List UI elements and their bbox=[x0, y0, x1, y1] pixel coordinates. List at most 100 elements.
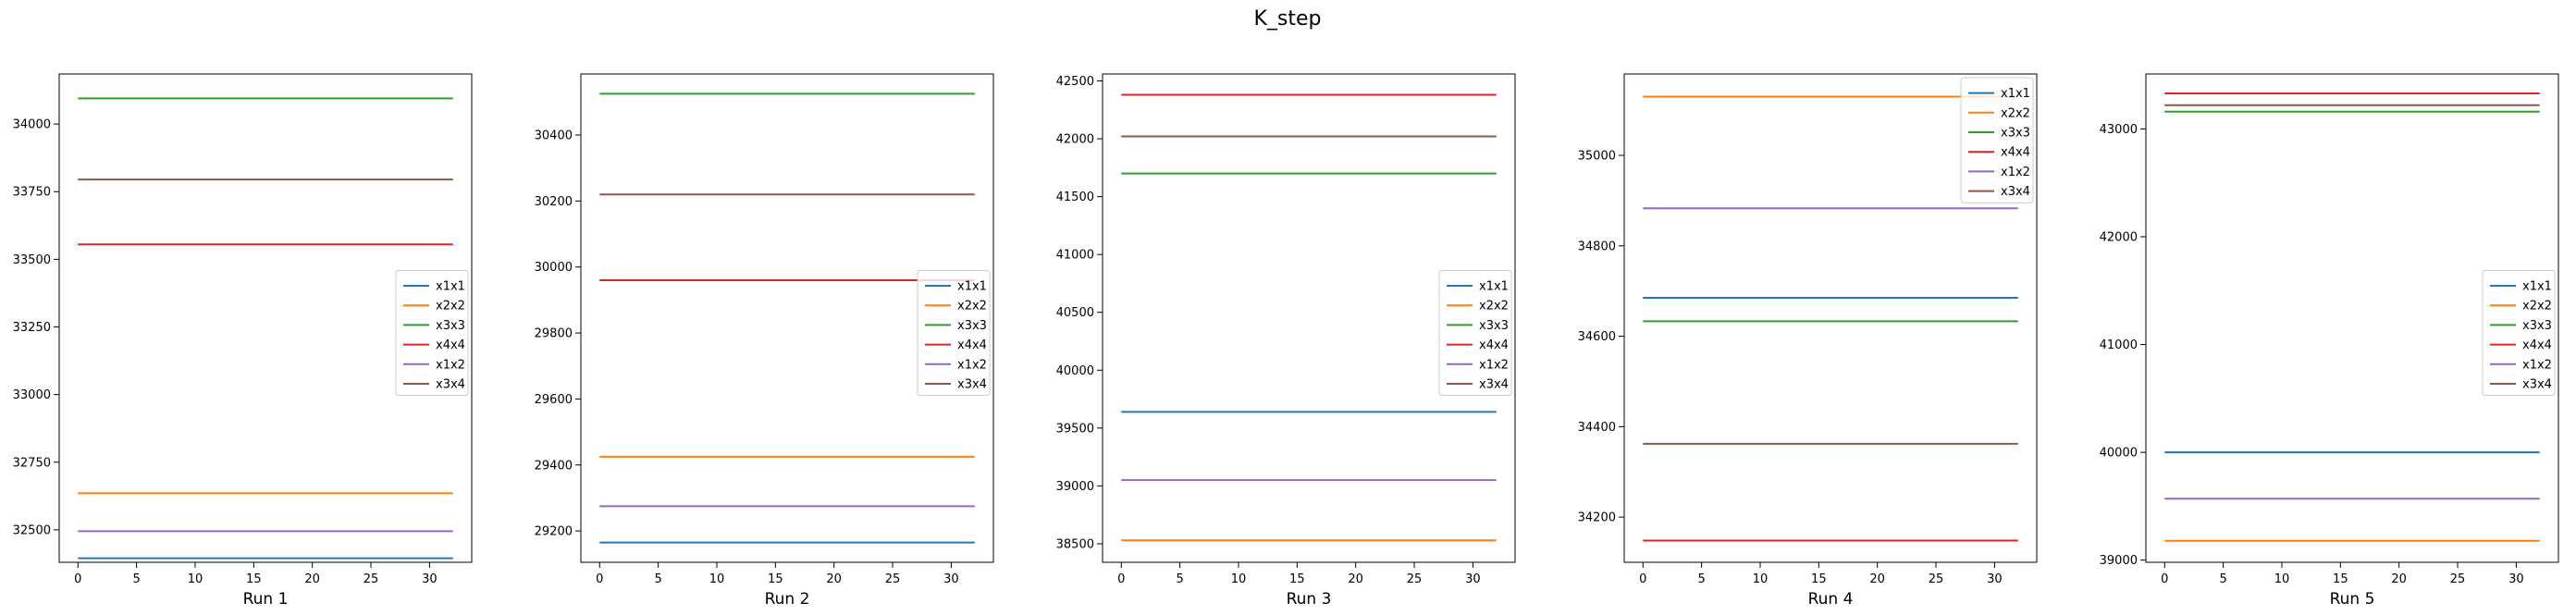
legend-label-x1x2: x1x2 bbox=[2001, 166, 2030, 179]
y-tick-label: 39500 bbox=[1056, 422, 1094, 436]
legend-label-x3x3: x3x3 bbox=[2522, 319, 2552, 333]
legend-label-x4x4: x4x4 bbox=[957, 338, 987, 352]
legend-label-x3x3: x3x3 bbox=[957, 319, 987, 333]
x-tick-label: 0 bbox=[1117, 572, 1125, 586]
x-tick-label: 20 bbox=[826, 572, 842, 586]
legend-label-x3x4: x3x4 bbox=[2522, 378, 2552, 392]
x-axis-label: Run 2 bbox=[765, 590, 810, 609]
legend: x1x1 x2x2 x3x3 x4x4 x1x2 x3x4 bbox=[917, 269, 991, 397]
legend-label-x1x2: x1x2 bbox=[1479, 358, 1509, 372]
y-tick-label: 35000 bbox=[1578, 150, 1616, 164]
x-tick-label: 30 bbox=[943, 572, 959, 586]
y-tick-label: 42000 bbox=[2100, 231, 2138, 245]
legend-label-x1x1: x1x1 bbox=[436, 280, 465, 294]
x-tick-label: 5 bbox=[1176, 572, 1183, 586]
x-tick-label: 30 bbox=[1987, 572, 2003, 586]
legend-label-x2x2: x2x2 bbox=[957, 300, 987, 314]
legend: x1x1 x2x2 x3x3 x4x4 x1x2 x3x4 bbox=[395, 269, 469, 397]
legend: x1x1 x2x2 x3x3 x4x4 x1x2 x3x4 bbox=[1960, 77, 2034, 203]
x-tick-label: 10 bbox=[188, 572, 203, 586]
y-tick-label: 34600 bbox=[1578, 330, 1616, 344]
x-tick-label: 20 bbox=[1348, 572, 1363, 586]
y-tick-label: 33750 bbox=[13, 186, 51, 200]
legend-label-x3x4: x3x4 bbox=[957, 378, 987, 392]
x-tick-label: 30 bbox=[2508, 572, 2524, 586]
legend-label-x1x2: x1x2 bbox=[436, 358, 465, 372]
legend-label-x3x4: x3x4 bbox=[1479, 378, 1509, 392]
x-axis-label: Run 4 bbox=[1808, 590, 1854, 609]
axes-frame bbox=[580, 73, 994, 563]
legend-label-x1x1: x1x1 bbox=[1479, 280, 1509, 294]
x-tick-label: 5 bbox=[2219, 572, 2226, 586]
axes-frame bbox=[1623, 73, 2038, 563]
y-tick-label: 42500 bbox=[1056, 75, 1094, 89]
x-tick-label: 25 bbox=[1929, 572, 1944, 586]
axes-frame bbox=[58, 73, 473, 563]
y-tick-label: 43000 bbox=[2100, 123, 2138, 137]
subplots: 0 5 10 15 20 25 30 32500 32750 33000 33250 33500 337… bbox=[13, 73, 2559, 609]
y-tick-label: 29600 bbox=[535, 393, 573, 407]
x-tick-label: 10 bbox=[1231, 572, 1247, 586]
y-tick-label: 30000 bbox=[535, 261, 573, 275]
y-tick-label: 41000 bbox=[2100, 338, 2138, 352]
subplot-3: 0 5 10 15 20 25 30 38500 39000 39500 40000 40500 410… bbox=[1056, 73, 1516, 609]
x-tick-label: 15 bbox=[1811, 572, 1827, 586]
x-tick-label: 30 bbox=[422, 572, 438, 586]
axes-frame bbox=[1102, 73, 1516, 563]
y-tick-label: 33500 bbox=[13, 253, 51, 267]
x-tick-label: 5 bbox=[654, 572, 661, 586]
x-axis-label: Run 3 bbox=[1287, 590, 1332, 609]
y-tick-label: 33250 bbox=[13, 321, 51, 335]
y-tick-label: 38500 bbox=[1056, 537, 1094, 551]
x-tick-label: 15 bbox=[1289, 572, 1305, 586]
x-tick-label: 20 bbox=[2391, 572, 2407, 586]
y-tick-label: 34400 bbox=[1578, 421, 1616, 435]
y-tick-label: 34800 bbox=[1578, 240, 1616, 253]
legend-label-x3x4: x3x4 bbox=[436, 378, 465, 392]
axes-frame bbox=[2145, 73, 2559, 563]
legend-label-x1x2: x1x2 bbox=[2522, 358, 2552, 372]
x-tick-label: 20 bbox=[1869, 572, 1885, 586]
y-tick-label: 32500 bbox=[13, 523, 51, 537]
x-tick-label: 15 bbox=[2333, 572, 2348, 586]
x-tick-label: 10 bbox=[709, 572, 725, 586]
y-tick-label: 34200 bbox=[1578, 511, 1616, 525]
x-tick-label: 25 bbox=[885, 572, 901, 586]
legend-label-x4x4: x4x4 bbox=[436, 338, 465, 352]
y-tick-label: 41500 bbox=[1056, 191, 1094, 204]
y-tick-label: 40500 bbox=[1056, 306, 1094, 320]
x-tick-label: 25 bbox=[364, 572, 379, 586]
x-tick-label: 10 bbox=[1753, 572, 1769, 586]
y-tick-label: 34000 bbox=[13, 118, 51, 132]
x-tick-label: 0 bbox=[74, 572, 81, 586]
x-tick-label: 20 bbox=[304, 572, 320, 586]
y-tick-label: 30400 bbox=[535, 129, 573, 143]
y-tick-label: 32750 bbox=[13, 456, 51, 470]
y-tick-label: 29200 bbox=[535, 525, 573, 539]
legend-label-x2x2: x2x2 bbox=[2001, 106, 2030, 120]
x-tick-label: 0 bbox=[2161, 572, 2168, 586]
x-tick-label: 0 bbox=[1639, 572, 1646, 586]
y-tick-label: 42000 bbox=[1056, 133, 1094, 147]
legend-label-x4x4: x4x4 bbox=[1479, 338, 1509, 352]
y-tick-label: 29400 bbox=[535, 459, 573, 473]
legend-label-x1x2: x1x2 bbox=[957, 358, 987, 372]
x-axis-label: Run 5 bbox=[2330, 590, 2375, 609]
subplot-4: 0 5 10 15 20 25 30 34200 34400 34600 34800 35000 Run… bbox=[1578, 73, 2038, 609]
legend-label-x4x4: x4x4 bbox=[2522, 338, 2552, 352]
legend-label-x1x1: x1x1 bbox=[2522, 280, 2552, 294]
x-axis-label: Run 1 bbox=[243, 590, 289, 609]
legend-label-x3x3: x3x3 bbox=[436, 319, 465, 333]
y-tick-label: 29800 bbox=[535, 327, 573, 341]
legend-label-x3x4: x3x4 bbox=[2001, 185, 2030, 199]
legend-label-x2x2: x2x2 bbox=[2522, 300, 2552, 314]
legend-label-x2x2: x2x2 bbox=[1479, 300, 1509, 314]
x-tick-label: 5 bbox=[1697, 572, 1705, 586]
x-tick-label: 15 bbox=[768, 572, 783, 586]
y-tick-label: 40000 bbox=[2100, 447, 2138, 461]
subplot-1: 0 5 10 15 20 25 30 32500 32750 33000 33250 33500 337… bbox=[13, 73, 473, 609]
y-tick-label: 33000 bbox=[13, 388, 51, 402]
x-tick-label: 25 bbox=[2450, 572, 2466, 586]
x-tick-label: 30 bbox=[1465, 572, 1481, 586]
